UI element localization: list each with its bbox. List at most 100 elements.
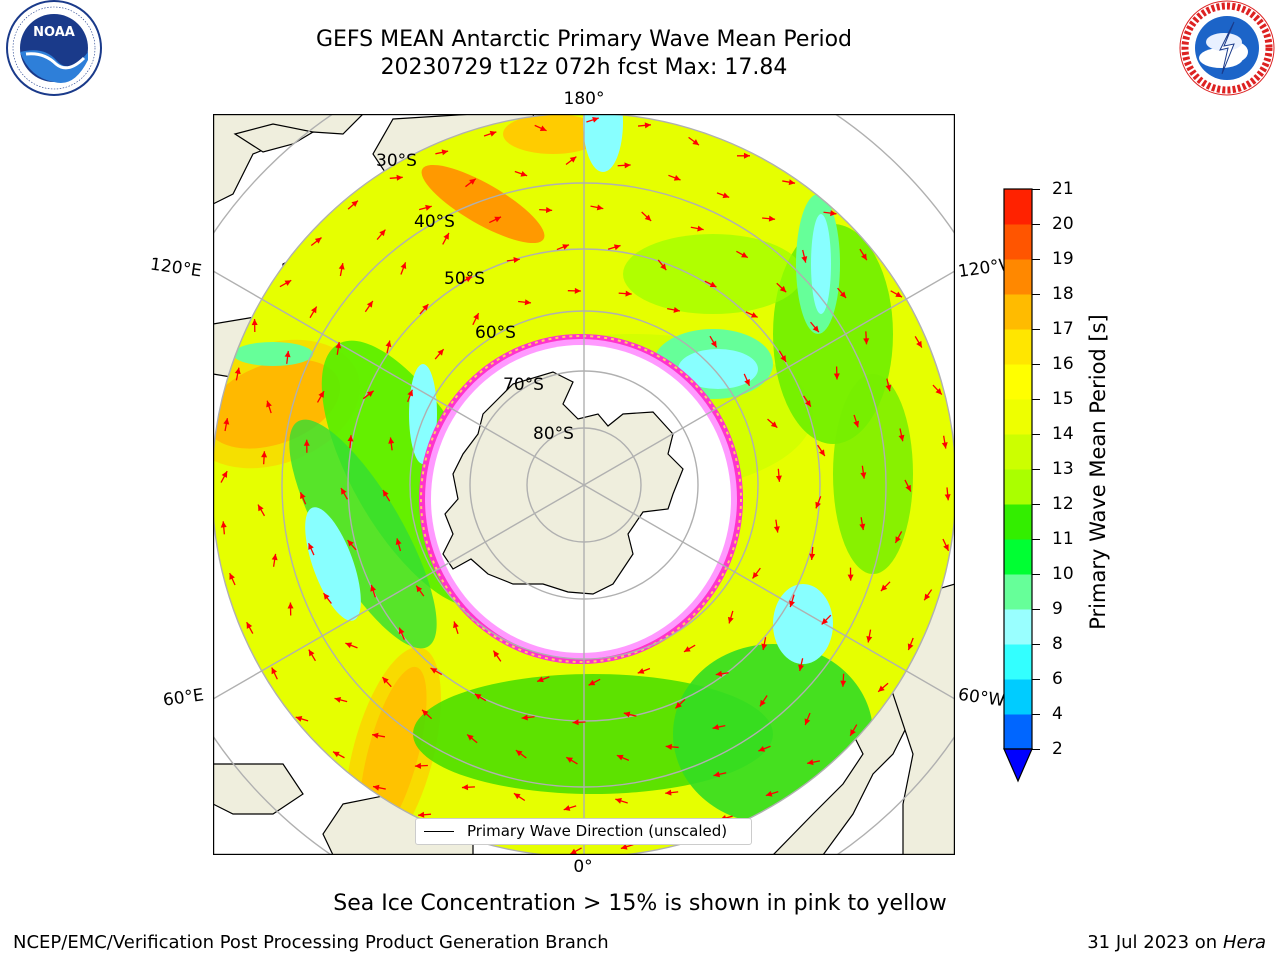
wave-arrow-head <box>314 237 322 244</box>
wave-arrow-head <box>809 553 816 560</box>
wave-arrow-head <box>861 253 867 261</box>
wave-arrow-head <box>683 646 691 652</box>
wave-arrow-head <box>234 367 241 375</box>
wave-arrow-head <box>935 388 942 395</box>
wave-arrow-head <box>441 149 449 156</box>
colorbar-tick-label: 18 <box>1052 284 1074 304</box>
colorbar-segment <box>1004 574 1032 610</box>
legend-label: Primary Wave Direction (unscaled) <box>467 822 728 840</box>
wave-arrow-head <box>323 593 330 600</box>
wave-arrow-head <box>520 170 528 177</box>
colorbar-tick-label: 2 <box>1052 739 1063 759</box>
wave-arrow-head <box>303 439 310 446</box>
wave-arrow-head <box>770 421 778 428</box>
footer-left: NCEP/EMC/Verification Post Processing Pr… <box>13 932 609 953</box>
colorbar-tick-label: 6 <box>1052 669 1063 689</box>
wave-arrow-head <box>223 418 230 425</box>
wave-arrow-head <box>385 340 392 348</box>
wave-arrow-head <box>924 593 931 601</box>
wave-arrow-head <box>839 291 847 298</box>
wave-arrow-head <box>741 252 748 258</box>
lat-label-70s: 70°S <box>503 375 544 395</box>
wave-arrow-head <box>830 210 837 217</box>
colorbar-segment <box>1004 189 1032 225</box>
wave-arrow-head <box>300 492 306 500</box>
legend-line-swatch <box>424 831 454 832</box>
wave-arrow-head <box>467 734 474 741</box>
wave-arrow-head <box>347 435 354 442</box>
wave-arrow-head <box>615 798 622 804</box>
wave-arrow-head <box>780 355 787 362</box>
wave-arrow-head <box>416 585 423 593</box>
lat-label-40s: 40°S <box>414 212 455 232</box>
antarctica <box>442 371 684 595</box>
colorbar-tick-mark <box>1032 538 1040 540</box>
wave-arrow-head <box>229 573 235 580</box>
wave-arrow-head <box>592 116 599 123</box>
colorbar-tick-mark <box>1032 468 1040 470</box>
colorbar-segment <box>1004 294 1032 330</box>
wave-arrow-head <box>372 784 380 791</box>
colorbar-tick-mark <box>1032 398 1040 400</box>
wave-arrow-head <box>752 571 759 579</box>
wave-arrow-head <box>473 313 479 320</box>
lon-label-120e: 120°E <box>148 254 203 282</box>
wave-arrow-head <box>537 676 544 683</box>
colorbar-segment <box>1004 399 1032 435</box>
wave-arrow-head <box>295 715 303 722</box>
colorbar-tick-label: 10 <box>1052 564 1074 584</box>
wave-arrow-head <box>620 843 628 850</box>
wave-arrow-head <box>789 600 795 608</box>
wave-arrow-head <box>907 643 914 651</box>
wave-arrow-head <box>765 790 773 797</box>
colorbar-segment <box>1004 504 1032 540</box>
wave-arrow-head <box>422 709 429 717</box>
colorbar-tick-mark <box>1032 293 1040 295</box>
wave-arrow-head <box>898 434 905 442</box>
colorbar-tick-label: 15 <box>1052 389 1074 409</box>
wave-arrow-head <box>833 373 840 380</box>
lon-label-180: 180° <box>563 89 605 109</box>
wave-arrow-head <box>941 442 948 449</box>
colorbar-tick-label: 9 <box>1052 599 1063 619</box>
wave-arrow-head <box>221 471 228 478</box>
colorbar-segment <box>1004 539 1032 575</box>
colorbar-segment <box>1004 714 1032 750</box>
wave-arrow-head <box>744 379 750 386</box>
footer-right: 31 Jul 2023 on Hera <box>1087 932 1266 953</box>
colorbar <box>1003 188 1033 783</box>
colorbar-tick-mark <box>1032 223 1040 225</box>
wave-arrow-head <box>418 811 425 818</box>
wave-arrow-head <box>775 475 782 482</box>
wave-arrow-head <box>788 179 796 186</box>
colorbar-segment <box>1004 644 1032 680</box>
wave-arrow-head <box>513 793 521 800</box>
lon-label-60w: 60°W <box>956 684 1007 712</box>
wave-arrow-head <box>382 490 389 497</box>
lat-label-50s: 50°S <box>444 269 485 289</box>
noaa-logo-text: NOAA <box>33 25 75 40</box>
colorbar-extend-arrow <box>1003 748 1033 783</box>
wave-arrow-head <box>644 214 652 221</box>
colorbar-tick-mark <box>1032 608 1040 610</box>
wave-arrow-head <box>414 762 422 769</box>
colorbar-tick-label: 4 <box>1052 704 1063 724</box>
wave-arrow-head <box>334 696 342 703</box>
wave-arrow-head <box>345 642 353 649</box>
wave-arrow-head <box>710 340 717 348</box>
wave-arrow-head <box>660 263 667 271</box>
wave-arrow-head <box>773 526 780 533</box>
colorbar-segment <box>1004 609 1032 645</box>
wave-arrow-head <box>284 280 292 286</box>
wave-arrow-head <box>944 494 951 501</box>
wave-arrow-head <box>566 757 573 763</box>
wave-arrow-head <box>341 488 347 495</box>
polar-map <box>213 114 955 855</box>
map-subtitle: 20230729 t12z 072h fcst Max: 17.84 <box>380 55 788 80</box>
wave-arrow-head <box>750 312 758 318</box>
wave-arrow-head <box>422 304 429 311</box>
colorbar-tick-label: 21 <box>1052 179 1074 199</box>
wave-arrow-head <box>469 178 476 185</box>
wave-arrow-head <box>625 290 632 297</box>
wave-arrow-head <box>673 306 680 313</box>
